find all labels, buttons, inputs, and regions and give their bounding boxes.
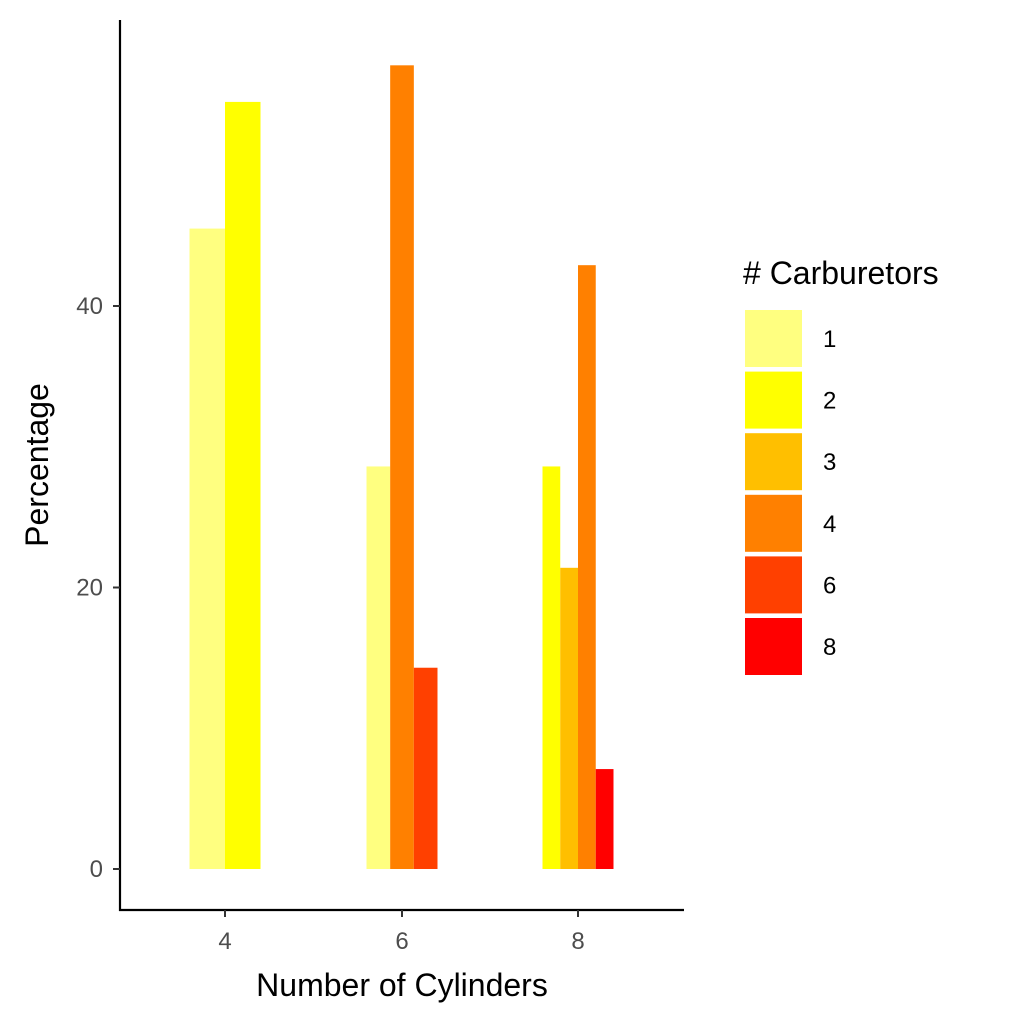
legend: # Carburetors 1 2 3 4 6 8 bbox=[743, 255, 939, 675]
legend-swatch-6 bbox=[745, 556, 802, 614]
bar-cyl6-carb4 bbox=[390, 65, 414, 869]
legend-label-2: 2 bbox=[823, 388, 836, 415]
y-ticks: 0 20 40 bbox=[76, 293, 120, 883]
legend-label-1: 1 bbox=[823, 326, 836, 353]
legend-title: # Carburetors bbox=[743, 255, 939, 291]
legend-swatch-3 bbox=[745, 433, 802, 491]
legend-label-6: 6 bbox=[823, 572, 836, 599]
bar-cyl6-carb1 bbox=[366, 466, 391, 869]
x-tick-label: 6 bbox=[395, 928, 408, 955]
bar-cyl4-carb2 bbox=[225, 101, 261, 869]
legend-swatch-4 bbox=[745, 494, 802, 552]
legend-swatch-1 bbox=[745, 310, 802, 367]
bar-cyl4-carb1 bbox=[189, 228, 225, 870]
y-axis-title: Percentage bbox=[19, 383, 55, 547]
x-ticks: 4 6 8 bbox=[218, 910, 585, 955]
y-tick-label: 40 bbox=[76, 293, 103, 320]
bar-cyl6-carb6 bbox=[413, 667, 438, 869]
x-tick-label: 8 bbox=[571, 928, 584, 955]
bars-layer bbox=[189, 65, 614, 870]
bar-cyl8-carb3 bbox=[560, 567, 578, 869]
bar-cyl8-carb4 bbox=[578, 265, 596, 869]
x-axis-title: Number of Cylinders bbox=[256, 967, 548, 1003]
bar-cyl8-carb8 bbox=[595, 769, 614, 869]
legend-items: 1 2 3 4 6 8 bbox=[745, 310, 836, 675]
bar-cyl8-carb2 bbox=[542, 466, 561, 869]
x-tick-label: 4 bbox=[218, 928, 231, 955]
legend-label-3: 3 bbox=[823, 449, 836, 476]
legend-swatch-2 bbox=[745, 371, 802, 429]
legend-swatch-8 bbox=[745, 618, 802, 675]
y-tick-label: 20 bbox=[76, 575, 103, 602]
legend-label-8: 8 bbox=[823, 634, 836, 661]
legend-label-4: 4 bbox=[823, 511, 836, 538]
y-tick-label: 0 bbox=[90, 856, 103, 883]
